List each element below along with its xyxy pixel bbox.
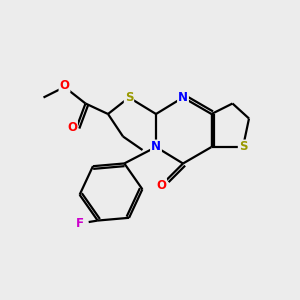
Text: F: F [76, 217, 84, 230]
Text: N: N [151, 140, 161, 154]
Text: O: O [59, 79, 70, 92]
Text: O: O [156, 179, 166, 192]
Text: S: S [125, 91, 133, 104]
Text: O: O [67, 121, 77, 134]
Text: N: N [178, 91, 188, 104]
Text: S: S [239, 140, 247, 154]
